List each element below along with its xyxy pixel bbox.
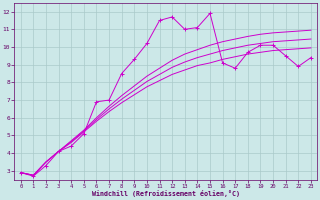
- X-axis label: Windchill (Refroidissement éolien,°C): Windchill (Refroidissement éolien,°C): [92, 190, 240, 197]
